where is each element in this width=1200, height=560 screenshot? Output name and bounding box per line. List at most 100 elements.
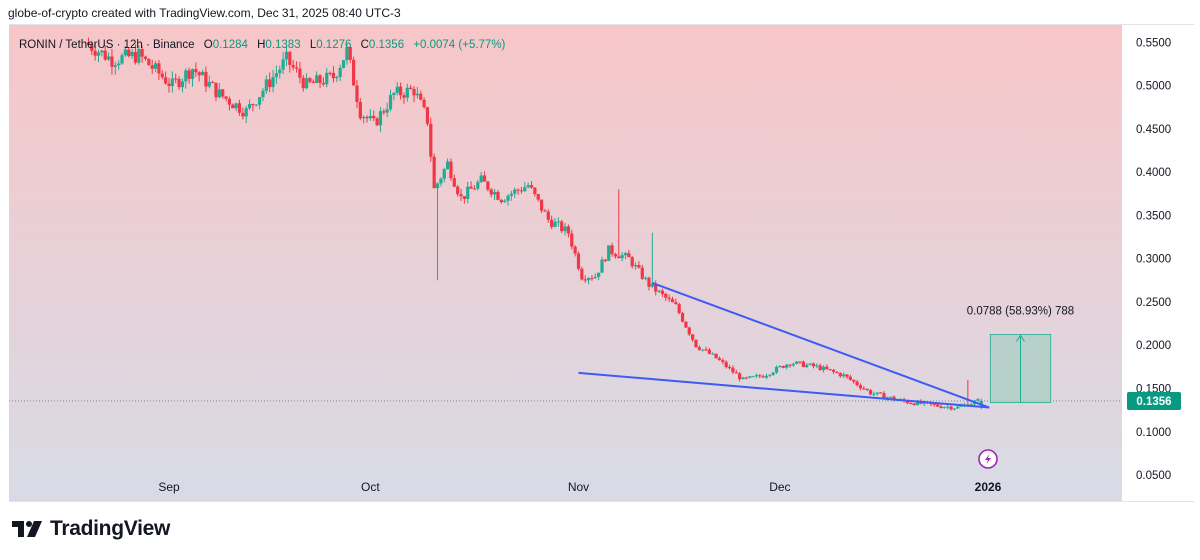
candle-body: [241, 112, 245, 117]
candle: [167, 77, 171, 93]
candle-body: [345, 47, 349, 61]
candle-body: [325, 72, 329, 85]
candle-body: [187, 70, 191, 79]
candle: [751, 375, 755, 378]
candle: [976, 398, 980, 402]
candle: [200, 69, 205, 76]
candle-body: [680, 312, 685, 322]
candle-body: [647, 277, 651, 287]
candle: [509, 190, 513, 201]
candle: [526, 182, 530, 189]
candle-body: [207, 82, 211, 87]
candle-body: [476, 182, 480, 189]
candle: [607, 245, 611, 262]
candle: [137, 45, 141, 65]
candle-body: [425, 107, 430, 124]
candle: [486, 180, 490, 192]
candle: [785, 363, 789, 370]
candle: [714, 353, 718, 359]
candle: [472, 185, 477, 190]
candle: [345, 43, 349, 65]
candle-body: [526, 185, 530, 188]
candle-body: [684, 321, 688, 328]
tradingview-logo[interactable]: TradingView: [12, 517, 170, 541]
candle: [560, 219, 564, 234]
candle-body: [352, 59, 356, 86]
candle-body: [462, 196, 466, 199]
candle-body: [714, 353, 718, 359]
price-scale-background[interactable]: [1122, 25, 1194, 501]
candle: [432, 153, 436, 189]
alert-icon[interactable]: [978, 449, 998, 469]
tradingview-logo-icon: [12, 521, 42, 537]
last-price-badge: [1127, 391, 1181, 410]
candle: [848, 374, 852, 381]
candle-body: [254, 104, 258, 106]
candle-body: [939, 406, 943, 409]
y-tick-label: 0.3500: [1136, 210, 1171, 222]
candle-body: [580, 268, 584, 280]
candle: [691, 334, 695, 342]
candle: [221, 88, 225, 99]
candle-body: [117, 63, 121, 66]
candle-body: [308, 78, 312, 82]
candle: [294, 61, 299, 73]
candle: [237, 99, 242, 116]
y-tick-label: 0.3000: [1136, 254, 1171, 266]
candle-body: [660, 290, 665, 294]
candle: [93, 43, 97, 61]
candle-body: [754, 375, 758, 377]
candle-body: [415, 93, 419, 96]
candle: [177, 76, 181, 90]
candle-body: [959, 405, 963, 407]
candle-body: [140, 49, 144, 57]
candle: [462, 196, 466, 204]
candle: [358, 98, 362, 121]
candle-body: [650, 283, 654, 287]
candle: [771, 371, 775, 376]
candle: [654, 280, 658, 296]
candle: [529, 181, 534, 189]
chart-area[interactable]: 0.0788 (58.93%) 788 0.5500 0.5000 0.4500 0.…: [9, 24, 1194, 502]
candle: [721, 358, 725, 365]
candle-body: [395, 86, 399, 93]
candle: [244, 105, 248, 124]
open-value: 0.1284: [212, 39, 248, 51]
candle: [496, 189, 500, 201]
candle-body: [281, 59, 285, 70]
candle-body: [768, 374, 772, 376]
trendline-upper: [651, 281, 990, 409]
candle-body: [174, 78, 178, 80]
candle: [227, 96, 232, 111]
candle-body: [942, 407, 946, 409]
candle: [174, 73, 178, 84]
candle: [133, 44, 138, 65]
candle: [821, 365, 826, 373]
candle-body: [412, 88, 416, 96]
candle-body: [130, 51, 134, 57]
candle-body: [86, 42, 91, 45]
candle: [86, 37, 91, 46]
candle-body: [573, 246, 577, 254]
candle-body: [271, 76, 275, 88]
candlestick-chart[interactable]: 0.0788 (58.93%) 788 0.55000.50000.45000.…: [9, 25, 1194, 501]
candle-body: [774, 366, 779, 373]
candle-body: [204, 71, 208, 87]
candle: [533, 187, 537, 197]
candle-body: [734, 372, 738, 374]
candle-body: [489, 189, 493, 195]
candle-body: [328, 72, 332, 74]
candle-body: [724, 362, 728, 368]
candle-body: [110, 56, 114, 67]
candle-body: [570, 233, 574, 247]
candle-body: [486, 181, 490, 190]
candle: [764, 373, 769, 380]
candle: [392, 91, 396, 101]
x-tick-label: 2026: [975, 480, 1002, 494]
candle-body: [801, 361, 805, 368]
candle: [942, 406, 946, 409]
candle: [187, 67, 191, 84]
candle: [610, 242, 614, 257]
candle: [143, 55, 148, 61]
candle: [556, 217, 560, 227]
